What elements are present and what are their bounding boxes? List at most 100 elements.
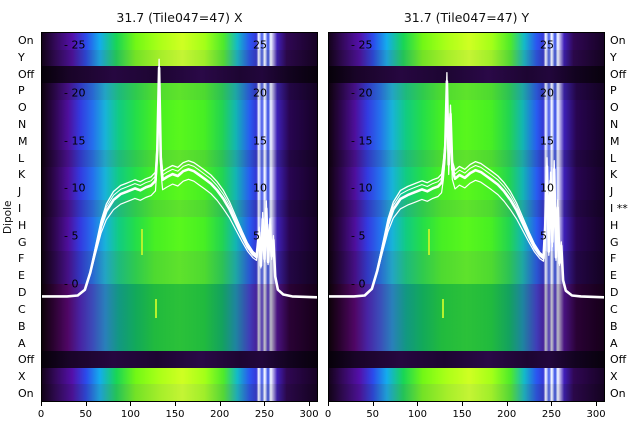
heatmap-row-n [329,116,604,134]
dipole-label-right-l: L [610,151,617,165]
x-tick-mark [328,402,329,406]
x-tick-label: 250 [254,409,274,420]
dipole-label-right-on: On [610,33,626,47]
heatmap-row-m [42,133,317,151]
dipole-label-right-m: M [610,134,620,148]
heatmap-row-d [329,284,604,301]
dipole-label-left-x: X [18,370,26,384]
heatmap-row-off [42,66,317,84]
dipole-label-right-f: F [610,252,617,266]
dipole-label-left-off: Off [18,353,35,367]
dipole-label-right-h: H [610,218,619,232]
panel-y-title: 31.7 (Tile047=47) Y [403,9,530,25]
dipole-label-right-y: Y [610,50,617,64]
heatmap-row-m [329,133,604,151]
heatmap-row-y [42,49,317,67]
x-tick-label: 0 [324,409,332,420]
dipole-label-left-c: C [18,302,26,316]
heatmap-row-d [42,284,317,301]
x-tick-label: 100 [407,409,427,420]
dipole-label-left-on: On [18,386,34,400]
dipole-label-right-b: B [610,319,618,333]
heatmap-row-h [42,217,317,234]
dipole-label-right-n: N [610,117,619,131]
dipole-label-right-a: A [610,336,618,350]
bandpass-curve [329,72,604,299]
dipole-labels-left: On Y Off P O N M L K J I H G F E D C B A Off X On [15,32,41,402]
x-tick-label: 50 [79,409,93,420]
heatmap-row-a [42,334,317,351]
heatmap-row-l [42,150,317,167]
heatmap-row-n [42,116,317,134]
dipole-labels-right: On Y Off P O N M L K J I ** H G F E D C B A Off X On [605,32,639,402]
x-tick-label: 0 [37,409,45,420]
dipole-label-left-o: O [18,101,27,115]
dipole-label-right-on: On [610,386,626,400]
dipole-label-right-p: P [610,84,617,98]
x-tick-label: 200 [210,409,230,420]
bandpass-trace [329,76,604,298]
dipole-label-right-off: Off [610,353,627,367]
bandpass-trace [329,79,604,299]
x-tick-label: 150 [165,409,185,420]
dipole-label-right-j: J [610,185,614,199]
dipole-label-left-p: P [18,84,25,98]
dipole-label-right-k: K [610,168,618,182]
heatmap-row-off [329,66,604,84]
dipole-axis-label: Dipole [2,200,14,234]
x-tick-mark [219,402,221,406]
dipole-label-left-y: Y [18,50,25,64]
x-tick-label: 250 [541,409,561,420]
heatmap-row-l [329,150,604,167]
dipole-label-right-g: G [610,235,619,249]
x-tick-mark [175,402,176,406]
dipole-label-left-j: J [18,185,22,199]
heatmap-row-h [329,217,604,234]
heatmap-row-off [329,350,604,368]
heatmap-row-b [42,317,317,335]
bandpass-trace [42,62,317,298]
x-tick-mark [506,402,508,406]
dipole-label-left-n: N [18,117,27,131]
x-tick-label: 100 [120,409,140,420]
panel-x-title: 31.7 (Tile047=47) X [116,9,243,25]
bandpass-trace [329,72,604,298]
heatmap-row-o [42,99,317,117]
x-tick-mark [417,402,419,406]
x-tick-label: 200 [497,409,517,420]
heatmap-row-c [42,300,317,318]
heatmap-row-on [42,33,317,50]
x-tick-mark [264,402,266,406]
bandpass-trace [42,66,317,299]
heatmap-row-b [329,317,604,335]
bandpass-trace [42,77,317,298]
dipole-label-right-off: Off [610,67,627,81]
x-axis-x-pol: 0 50 100 150 200 250 300 [37,402,319,440]
dipole-label-right-x: X [610,370,618,384]
dipole-label-right-e: E [610,269,617,283]
heatmap-row-o [329,99,604,117]
dipole-label-left-on: On [18,33,34,47]
dipole-label-left-i: I [18,202,22,216]
heatmap-row-j [329,183,604,201]
x-tick-mark [309,402,311,406]
dipole-label-left-h: H [18,218,27,232]
heatmap-row-p [42,83,317,100]
x-tick-mark [372,402,374,406]
heatmap-row-y [329,49,604,67]
heatmap-row-f [329,250,604,268]
dipole-label-left-g: G [18,235,27,249]
dipole-label-left-k: K [18,168,26,182]
bandpass-trace [42,58,317,298]
x-tick-mark [462,402,463,406]
dipole-label-left-b: B [18,319,26,333]
x-tick-mark [596,402,598,406]
dipole-label-left-d: D [18,286,27,300]
dipole-label-left-e: E [18,269,25,283]
heatmap-row-p [329,83,604,100]
heatmap-row-e [329,267,604,285]
dipole-label-left-a: A [18,336,26,350]
